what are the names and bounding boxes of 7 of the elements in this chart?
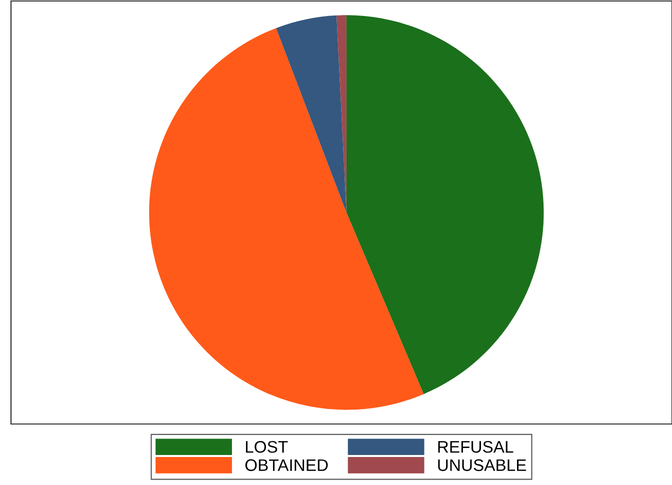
legend-label: UNUSABLE: [438, 459, 526, 472]
legend-label: OBTAINED: [245, 459, 328, 472]
legend-label: LOST: [246, 440, 288, 453]
pie-slice: [346, 15, 544, 394]
pie-slice: [276, 15, 346, 212]
pie-slice: [149, 28, 424, 410]
legend-label: REFUSAL: [438, 440, 514, 453]
